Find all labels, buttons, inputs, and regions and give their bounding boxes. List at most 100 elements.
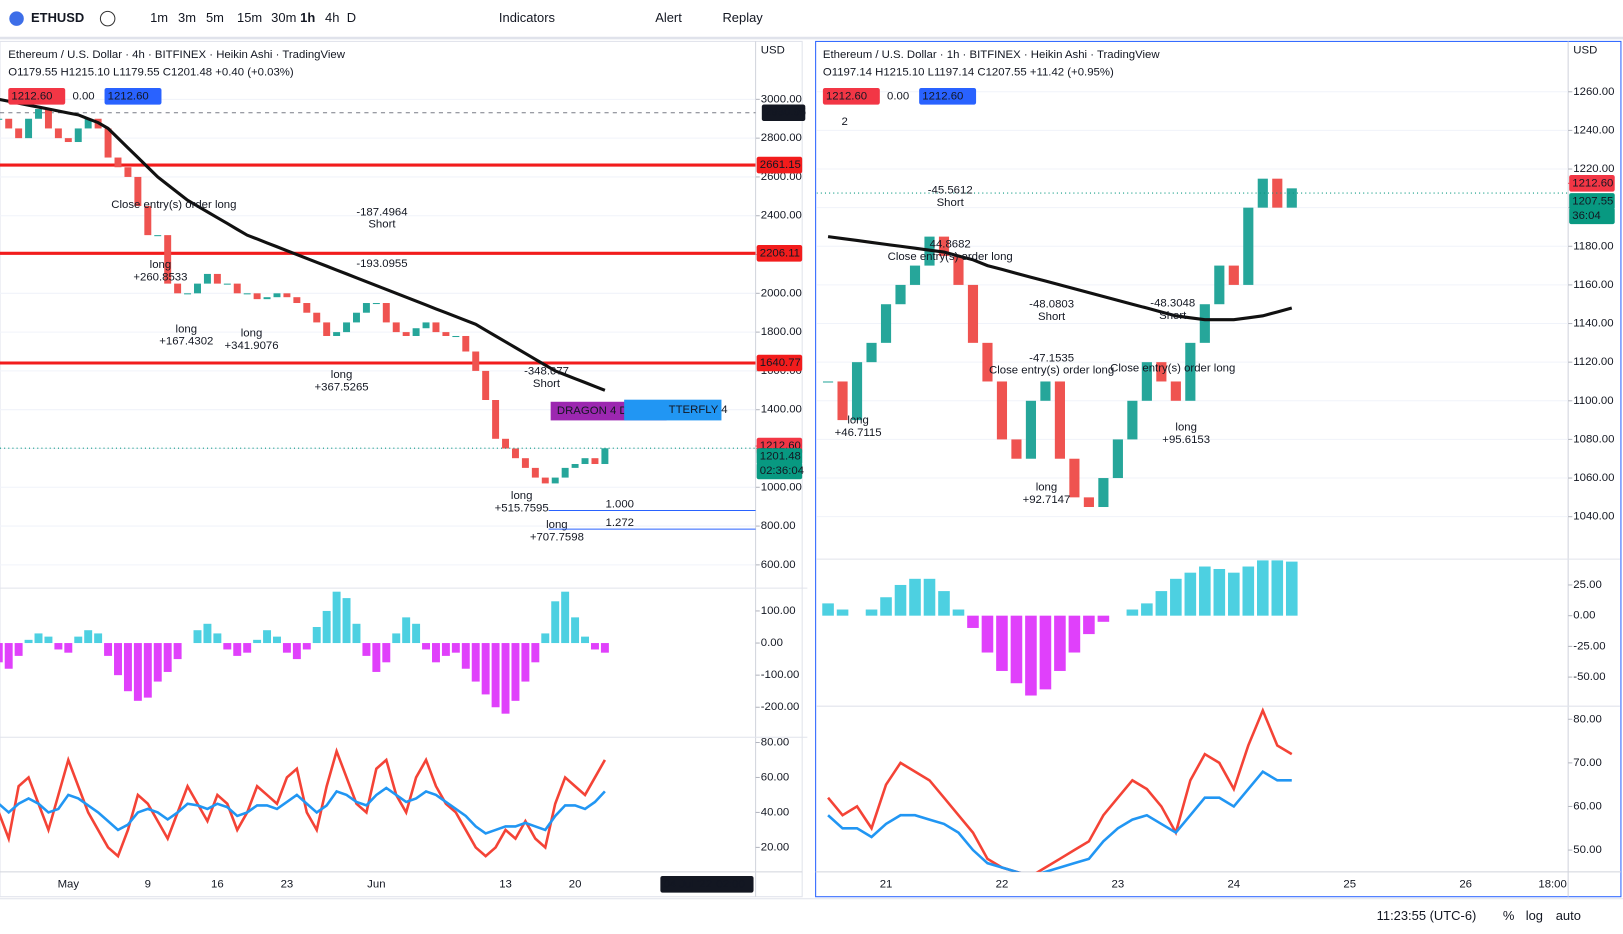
histogram-bar <box>0 643 3 663</box>
histogram-bar <box>1039 615 1052 690</box>
histogram-bar <box>14 643 23 656</box>
plot <box>816 91 1569 872</box>
histogram-bar <box>312 626 321 644</box>
percent-toggle[interactable]: % <box>1503 908 1515 923</box>
candle <box>1199 304 1210 343</box>
candle <box>462 335 470 352</box>
candle <box>422 322 430 329</box>
indicators-button[interactable]: Indicators <box>499 10 555 25</box>
right-chart[interactable] <box>815 40 1622 898</box>
badge-box <box>624 399 722 421</box>
candle <box>1141 362 1152 401</box>
order-tag: 1212.60 <box>108 90 149 102</box>
histogram-bar <box>541 633 550 644</box>
y-tick-label: -100.00 <box>761 669 800 681</box>
y-tick-label: -50.00 <box>1573 671 1605 683</box>
add-symbol[interactable] <box>99 10 116 27</box>
y-tick-label: -200.00 <box>761 701 800 713</box>
interval-button[interactable]: 30m <box>271 10 296 25</box>
histogram-bar <box>193 630 202 644</box>
candle <box>511 448 519 459</box>
currency: USD <box>1573 45 1597 57</box>
histogram-bar <box>302 643 311 650</box>
y-tick-label: 1160.00 <box>1573 279 1613 291</box>
histogram-bar <box>1256 560 1269 616</box>
candle <box>1185 342 1196 401</box>
y-tick-label: 2800.00 <box>761 132 802 144</box>
left-chart[interactable] <box>0 40 803 898</box>
histogram-bar <box>521 643 530 682</box>
candle <box>372 303 380 305</box>
histogram-bar <box>1155 591 1168 616</box>
last-price-label: 1212.60 <box>1572 177 1613 189</box>
y-tick-label: 40.00 <box>761 806 789 818</box>
candle <box>482 370 490 401</box>
candle <box>982 342 993 382</box>
candle <box>104 128 112 158</box>
histogram-bar <box>894 584 907 616</box>
interval-button[interactable]: 1h <box>300 10 315 25</box>
histogram-bar <box>282 643 291 653</box>
candle <box>154 235 162 237</box>
histogram-bar <box>1054 615 1066 671</box>
alert-button[interactable]: Alert <box>655 10 682 25</box>
annotation: +167.4302 <box>159 336 213 348</box>
histogram-bar <box>84 630 93 644</box>
order-tag-box <box>822 88 880 105</box>
histogram-bar <box>412 623 421 644</box>
candle <box>233 283 241 294</box>
interval-button[interactable]: 5m <box>206 10 224 25</box>
histogram-bar <box>581 636 589 644</box>
plot <box>0 97 756 859</box>
candle <box>174 283 182 294</box>
interval-button[interactable]: 1m <box>150 10 168 25</box>
histogram-bar <box>322 610 331 644</box>
histogram-bar <box>880 597 892 616</box>
log-toggle[interactable]: log <box>1526 908 1543 923</box>
currency: USD <box>761 45 785 57</box>
replay-button[interactable]: Replay <box>722 10 763 25</box>
histogram-bar <box>431 643 440 663</box>
histogram-bar <box>114 643 122 676</box>
symbol-icon[interactable] <box>9 11 24 26</box>
histogram-bar <box>352 623 361 644</box>
symbol[interactable]: ETHUSD <box>31 10 84 25</box>
annotation: long <box>847 414 869 426</box>
candle <box>1156 362 1167 382</box>
auto-toggle[interactable]: auto <box>1556 908 1581 923</box>
interval-button[interactable]: 4h <box>325 10 339 25</box>
annotation: +95.6153 <box>1162 434 1210 446</box>
histogram-bar <box>153 643 162 682</box>
histogram-bar <box>923 578 936 616</box>
histogram-bar <box>1228 572 1240 616</box>
candle <box>492 400 500 439</box>
candle <box>561 467 569 478</box>
candle <box>1054 381 1065 459</box>
candle <box>953 255 964 285</box>
histogram-bar <box>233 643 242 656</box>
order-tag-box <box>8 88 66 105</box>
interval-button[interactable]: D <box>347 10 356 25</box>
annotation: long <box>241 327 263 339</box>
annotation: -45.5612 <box>928 185 973 197</box>
interval-button[interactable]: 3m <box>178 10 196 25</box>
clock: 11:23:55 (UTC-6) <box>1377 908 1477 923</box>
y-tick-label: 800.00 <box>761 520 796 532</box>
x-tick-label: 20 <box>569 878 582 890</box>
candle <box>1040 381 1051 401</box>
countdown: 36:04 <box>1572 210 1600 222</box>
y-tick-label: 1180.00 <box>1573 240 1613 252</box>
candle <box>64 138 72 143</box>
candle <box>1286 188 1297 208</box>
histogram-bar <box>203 623 212 644</box>
chart-title: Ethereum / U.S. Dollar · 4h · BITFINEX ·… <box>8 49 345 61</box>
candle <box>996 381 1008 440</box>
histogram-bar <box>292 643 301 660</box>
candle <box>44 109 52 129</box>
candle <box>1112 439 1123 479</box>
order-tag: 0.00 <box>72 90 94 102</box>
histogram-bar <box>981 615 994 653</box>
histogram-bar <box>253 639 262 644</box>
interval-button[interactable]: 15m <box>237 10 262 25</box>
